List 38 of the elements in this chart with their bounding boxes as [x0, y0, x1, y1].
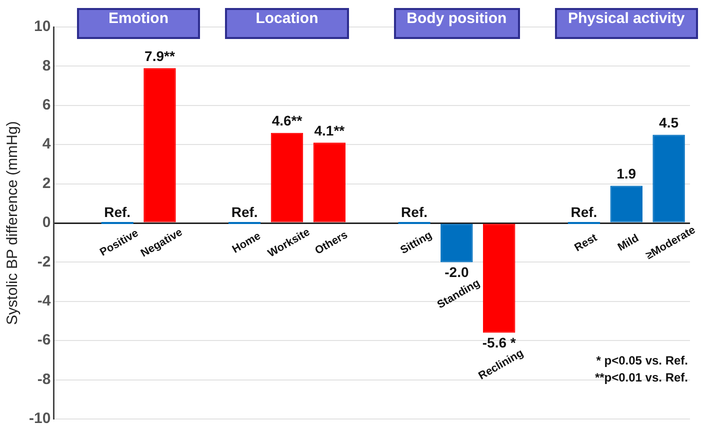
- annotation: * p<0.05 vs. Ref.: [596, 353, 688, 368]
- bar: [652, 134, 685, 222]
- y-tick-label: -10: [28, 410, 51, 428]
- y-tick-label: -8: [37, 370, 51, 388]
- y-tick-label: -4: [37, 292, 52, 310]
- x-tick-label: Mild: [616, 232, 641, 254]
- bar: [270, 132, 304, 222]
- y-tick-label: 4: [42, 136, 52, 153]
- data-label: 1.9: [616, 166, 636, 182]
- bar: [144, 68, 176, 222]
- y-tick-label: -2: [37, 253, 51, 270]
- bar: [313, 142, 346, 222]
- data-label: Ref.: [401, 204, 428, 220]
- header-box: Emotion: [76, 8, 200, 39]
- y-tick-label: 0: [42, 214, 51, 232]
- data-label: Ref.: [570, 204, 598, 220]
- data-label: Ref.: [231, 204, 258, 220]
- y-tick-label: 10: [34, 18, 51, 36]
- bar: [482, 224, 516, 333]
- data-label: -5.6 *: [482, 334, 516, 351]
- y-tick-label: 6: [42, 96, 51, 114]
- y-axis-title: Systolic BP difference (mmHg): [4, 121, 22, 325]
- x-tick-label: Rest: [572, 232, 600, 254]
- data-label: 7.9**: [144, 48, 176, 64]
- y-tick-label: 2: [42, 174, 51, 192]
- data-label: 4.5: [659, 114, 679, 131]
- data-label: 4.6**: [272, 112, 303, 129]
- data-label: 4.1**: [314, 122, 346, 138]
- bar: [440, 224, 473, 262]
- y-tick-label: -6: [37, 332, 51, 349]
- annotation: **p<0.01 vs. Ref.: [594, 370, 688, 384]
- bar: [610, 186, 642, 222]
- header-box: Physical activity: [555, 8, 698, 39]
- data-label: -2.0: [444, 264, 469, 280]
- y-tick-label: 8: [42, 57, 51, 74]
- header-box: Location: [225, 8, 349, 39]
- data-label: Ref.: [104, 204, 131, 220]
- header-box: Body position: [394, 8, 520, 39]
